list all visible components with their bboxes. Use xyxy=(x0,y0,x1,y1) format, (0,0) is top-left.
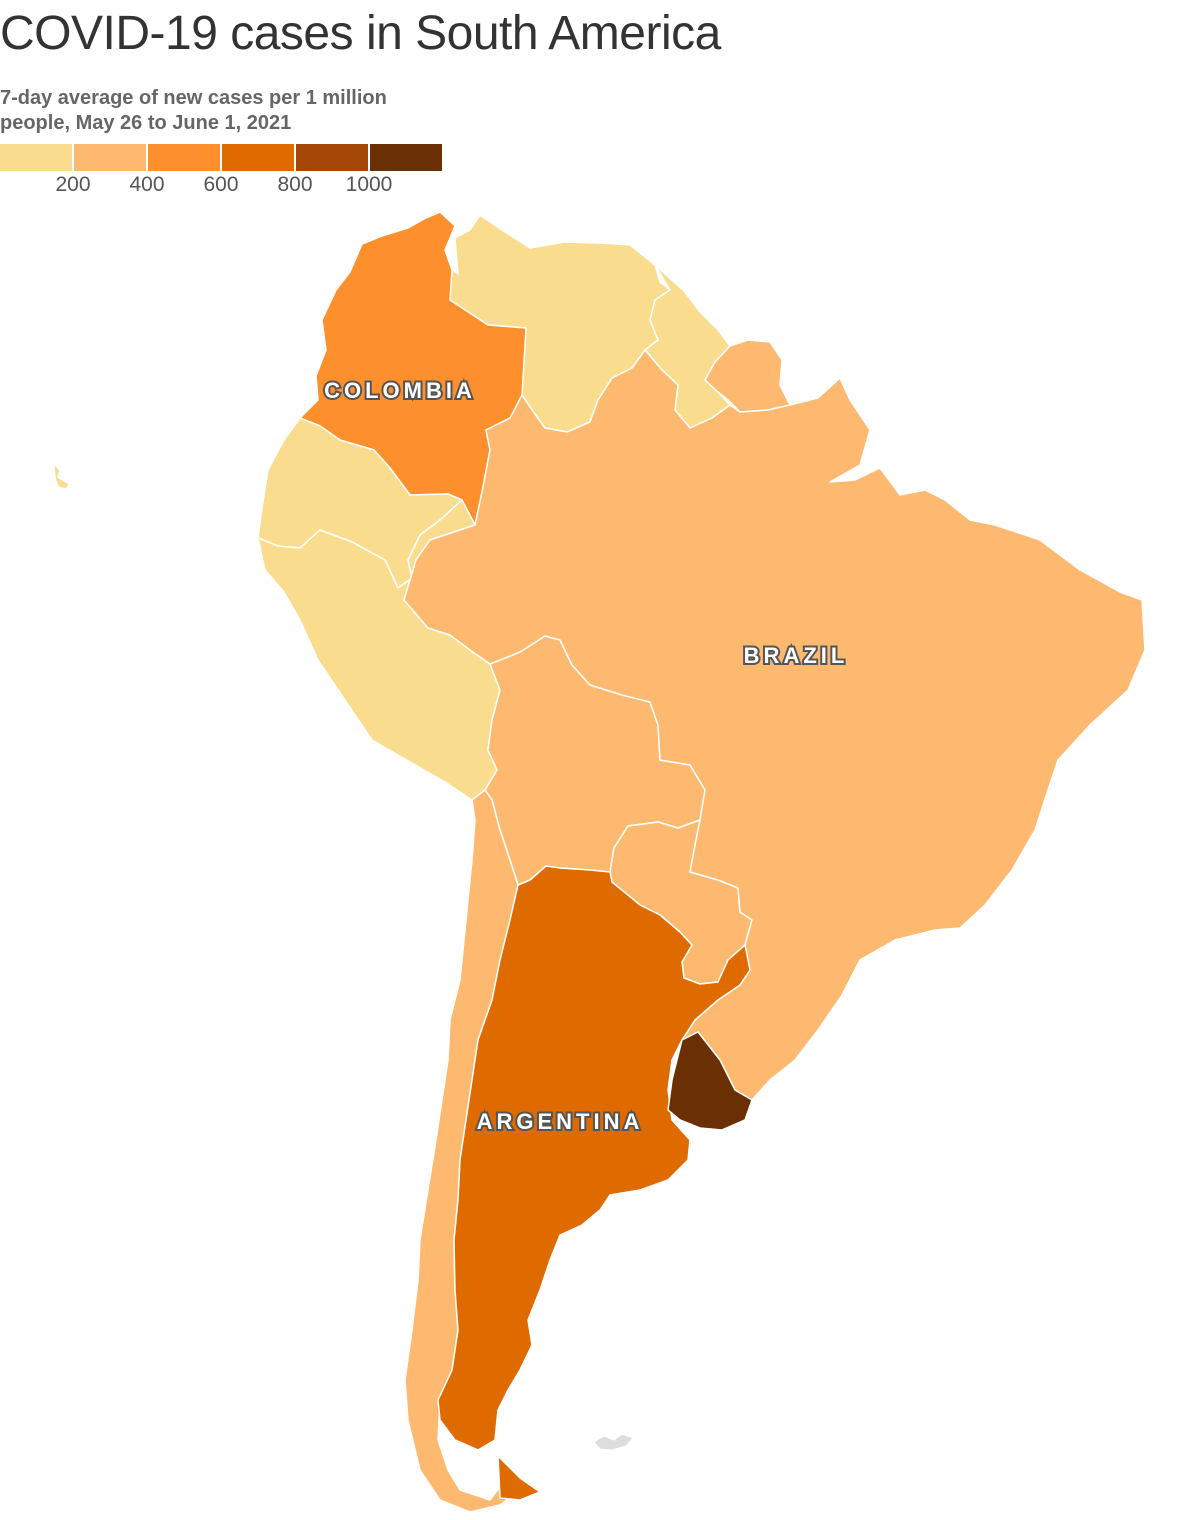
legend-tick-label: 400 xyxy=(129,173,165,196)
legend-swatch-0 xyxy=(0,144,72,171)
legend-tick-label: 1000 xyxy=(345,173,393,196)
label-argentina: ARGENTINA xyxy=(477,1109,644,1134)
country-galapagos[interactable] xyxy=(53,463,71,490)
country-argentina[interactable] xyxy=(437,865,751,1451)
legend-swatch-1 xyxy=(74,144,146,171)
country-brazil[interactable] xyxy=(403,349,1146,1101)
legend-tick-label: 200 xyxy=(55,173,91,196)
legend-swatch-3 xyxy=(222,144,294,171)
legend-swatch-5 xyxy=(370,144,442,171)
legend-ticks: 200 400 600 800 1000 xyxy=(0,173,460,197)
legend-bins xyxy=(0,144,460,171)
chart-title: COVID-19 cases in South America xyxy=(0,7,721,60)
legend-swatch-2 xyxy=(148,144,220,171)
legend-swatch-4 xyxy=(296,144,368,171)
chart-subtitle: 7-day average of new cases per 1 million… xyxy=(0,87,387,134)
country-uruguay[interactable] xyxy=(667,1031,753,1131)
legend-tick-label: 600 xyxy=(203,173,239,196)
color-legend: 200 400 600 800 1000 xyxy=(0,144,460,196)
falkland-islands xyxy=(593,1433,634,1451)
country-argentina-tierra-del-fuego[interactable] xyxy=(497,1455,541,1501)
label-brazil: BRAZIL xyxy=(744,643,849,668)
legend-tick-label: 800 xyxy=(277,173,313,196)
label-colombia: COLOMBIA xyxy=(324,378,476,403)
